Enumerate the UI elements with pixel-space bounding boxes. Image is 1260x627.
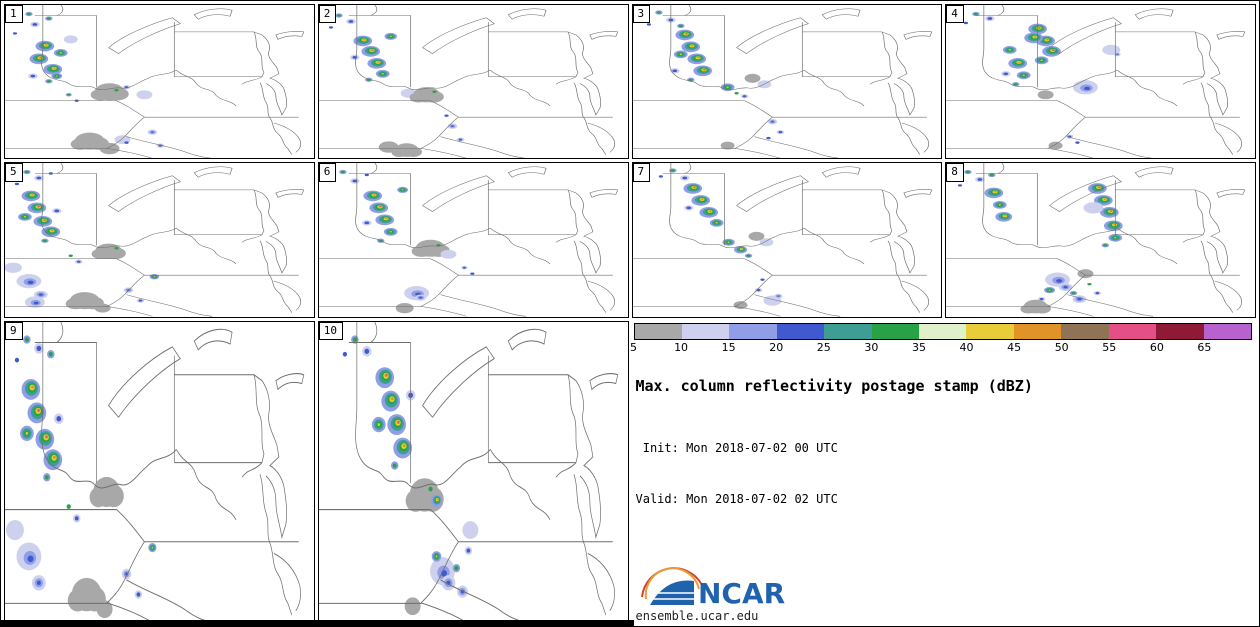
reflectivity-map (632, 5, 932, 159)
member-number-label: 9 (5, 321, 23, 340)
reflectivity-map (946, 5, 1246, 159)
ensemble-member-panel-1: 1 (4, 4, 315, 160)
ensemble-member-panel-8: 8 (945, 162, 1256, 318)
logo-wordmark: NCAR (698, 577, 785, 609)
reflectivity-map (946, 163, 1246, 317)
logo-arc-inner (644, 567, 700, 600)
init-valid-times: Init: Mon 2018-07-02 00 UTC Valid: Mon 2… (636, 407, 1253, 541)
reflectivity-map (5, 5, 305, 159)
reflectivity-colorbar (633, 322, 1252, 340)
colorbar-segment (824, 323, 872, 339)
colorbar-segment (919, 323, 967, 339)
colorbar-tick-label: 60 (1149, 340, 1164, 354)
ensemble-member-panel-7: 7 (631, 162, 943, 318)
member-number-label: 10 (318, 321, 343, 340)
member-number-label: 8 (946, 163, 964, 182)
colorbar-segment (634, 323, 682, 339)
colorbar-tick-label: 35 (911, 340, 926, 354)
ncar-logo: NCAR (636, 565, 1253, 610)
reflectivity-map (318, 163, 618, 317)
member-number-label: 2 (318, 5, 337, 24)
source-url: ensemble.ucar.edu (635, 609, 759, 623)
reflectivity-map (5, 163, 305, 317)
colorbar-tick-label: 40 (959, 340, 974, 354)
colorbar-tick-label: 10 (674, 340, 689, 354)
member-number-label: 1 (5, 5, 23, 24)
ensemble-member-panel-3: 3 (631, 4, 943, 160)
ensemble-member-panel-9: 9 (4, 320, 315, 623)
member-number-label: 3 (632, 5, 651, 24)
colorbar-segment (1108, 323, 1157, 339)
valid-time-line: Valid: Mon 2018-07-02 02 UTC (635, 491, 838, 506)
init-time-line: Init: Mon 2018-07-02 00 UTC (635, 441, 838, 456)
member-number-label: 6 (318, 163, 337, 182)
colorbar-segment (681, 323, 730, 339)
member-number-label: 4 (946, 5, 964, 24)
colorbar-segment (966, 323, 1014, 339)
colorbar-segment (871, 323, 920, 339)
member-number-label: 7 (632, 163, 651, 182)
colorbar-tick-label: 30 (864, 340, 879, 354)
ensemble-member-panel-5: 5 (4, 162, 315, 318)
colorbar-tick-label: 65 (1197, 340, 1212, 354)
colorbar-segment (1061, 323, 1109, 339)
colorbar-tick-label: 5 (630, 340, 637, 354)
ensemble-member-panel-10: 10 (317, 320, 629, 623)
colorbar-tick-label: 50 (1054, 340, 1069, 354)
colorbar-segment (1013, 323, 1062, 339)
ensemble-member-panel-6: 6 (317, 162, 629, 318)
reflectivity-map (5, 321, 305, 622)
colorbar-tick-label: 15 (721, 340, 736, 354)
plot-title: Max. column reflectivity postage stamp (… (635, 376, 1033, 395)
figure-bottom-border (1, 620, 634, 626)
colorbar-segment (1156, 323, 1204, 339)
colorbar-segment (776, 323, 825, 339)
colorbar-segment (729, 323, 777, 339)
reflectivity-map (632, 163, 932, 317)
member-number-label: 5 (5, 163, 23, 182)
colorbar-tick-label: 55 (1102, 340, 1117, 354)
ensemble-member-panel-2: 2 (317, 4, 629, 160)
colorbar-tick-label: 25 (816, 340, 831, 354)
colorbar-tick-label: 45 (1007, 340, 1022, 354)
ensemble-member-panel-4: 4 (945, 4, 1256, 160)
legend-area: 5 10 15 20 25 30 35 40 45 50 55 60 65 Max. column re… (630, 320, 1256, 623)
reflectivity-map (318, 5, 618, 159)
reflectivity-map (318, 321, 619, 622)
colorbar-tick-label: 20 (769, 340, 784, 354)
colorbar-segment (1203, 323, 1251, 339)
colorbar-ticks: 5 10 15 20 25 30 35 40 45 50 55 60 65 (630, 340, 1253, 355)
